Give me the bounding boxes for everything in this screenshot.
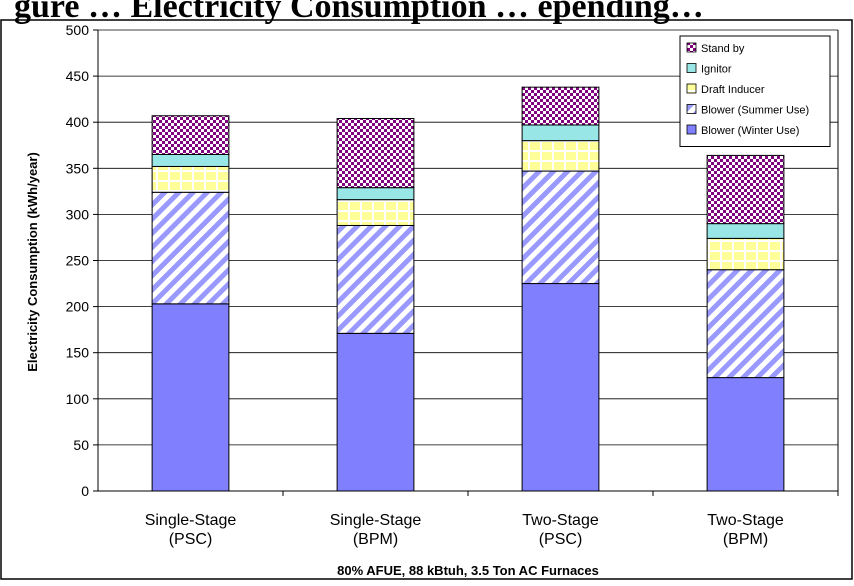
bar-segment bbox=[706, 377, 785, 492]
bars bbox=[151, 86, 785, 492]
bar-segment bbox=[151, 191, 230, 305]
bar-segment bbox=[151, 115, 230, 155]
bar-segment bbox=[336, 199, 415, 226]
bar-segment bbox=[336, 224, 415, 334]
legend-swatch bbox=[686, 63, 697, 73]
chart-title-fragment: gure … Electricity Consumption … ependin… bbox=[14, 0, 704, 25]
x-axis-label: 80% AFUE, 88 kBtuh, 3.5 Ton AC Furnaces bbox=[337, 563, 599, 578]
axes: 0 50 100 150 200 250 300 350 400 450 500 Single-Sta… bbox=[66, 22, 839, 548]
x-tick-label: Single-Stage bbox=[330, 512, 422, 529]
legend-label: Draft Inducer bbox=[701, 84, 765, 96]
y-tick-label: 250 bbox=[66, 253, 90, 269]
bar-segment bbox=[706, 269, 785, 379]
bar-segment bbox=[521, 170, 600, 285]
y-axis-label: Electricity Consumption (kWh/year) bbox=[25, 152, 40, 372]
bar-segment bbox=[706, 154, 785, 225]
bar-segment bbox=[336, 332, 415, 492]
legend-swatch bbox=[686, 42, 697, 53]
x-tick-label: (BPM) bbox=[723, 531, 768, 548]
y-tick-label: 50 bbox=[73, 437, 89, 453]
legend-swatch bbox=[686, 124, 697, 135]
y-tick-label: 0 bbox=[81, 483, 89, 499]
x-tick-label: (PSC) bbox=[169, 531, 213, 548]
bar-segment bbox=[151, 165, 230, 193]
bar-segment bbox=[151, 303, 230, 492]
bar-segment bbox=[521, 283, 600, 492]
x-tick-label: (PSC) bbox=[539, 531, 583, 548]
bar-segment bbox=[151, 153, 230, 167]
x-tick-label: Single-Stage bbox=[145, 512, 237, 529]
legend-label: Stand by bbox=[701, 43, 745, 55]
bar-segment bbox=[336, 118, 415, 189]
y-tick-label: 400 bbox=[66, 114, 90, 130]
y-tick-label: 500 bbox=[66, 22, 90, 38]
bar-segment bbox=[521, 140, 600, 172]
bar-segment bbox=[336, 187, 415, 201]
x-tick-label: Two-Stage bbox=[522, 512, 599, 529]
bar-segment bbox=[521, 86, 600, 126]
legend-label: Blower (Winter Use) bbox=[701, 125, 799, 137]
bar-segment bbox=[706, 237, 785, 271]
legend-swatch bbox=[686, 104, 697, 114]
legend-swatch bbox=[686, 83, 697, 94]
bar-segment bbox=[706, 223, 785, 239]
bar-segment bbox=[521, 124, 600, 142]
legend: Stand by Ignitor Draft Inducer Blower (Summ… bbox=[679, 35, 831, 147]
x-tick-label: (BPM) bbox=[353, 531, 398, 548]
y-tick-label: 350 bbox=[66, 160, 90, 176]
y-tick-label: 150 bbox=[66, 345, 90, 361]
legend-label: Blower (Summer Use) bbox=[701, 105, 809, 117]
x-tick-label: Two-Stage bbox=[707, 512, 784, 529]
y-tick-label: 300 bbox=[66, 206, 90, 222]
legend-box bbox=[679, 35, 831, 147]
y-tick-label: 100 bbox=[66, 391, 90, 407]
y-tick-label: 450 bbox=[66, 68, 90, 84]
legend-label: Ignitor bbox=[701, 64, 732, 76]
y-tick-label: 200 bbox=[66, 299, 90, 315]
